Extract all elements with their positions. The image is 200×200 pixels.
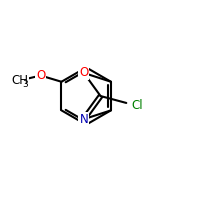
Text: N: N xyxy=(79,113,88,126)
Text: O: O xyxy=(79,66,88,79)
Text: O: O xyxy=(36,69,45,82)
Text: Cl: Cl xyxy=(131,99,143,112)
Text: 3: 3 xyxy=(22,80,28,89)
Text: CH: CH xyxy=(11,74,28,87)
